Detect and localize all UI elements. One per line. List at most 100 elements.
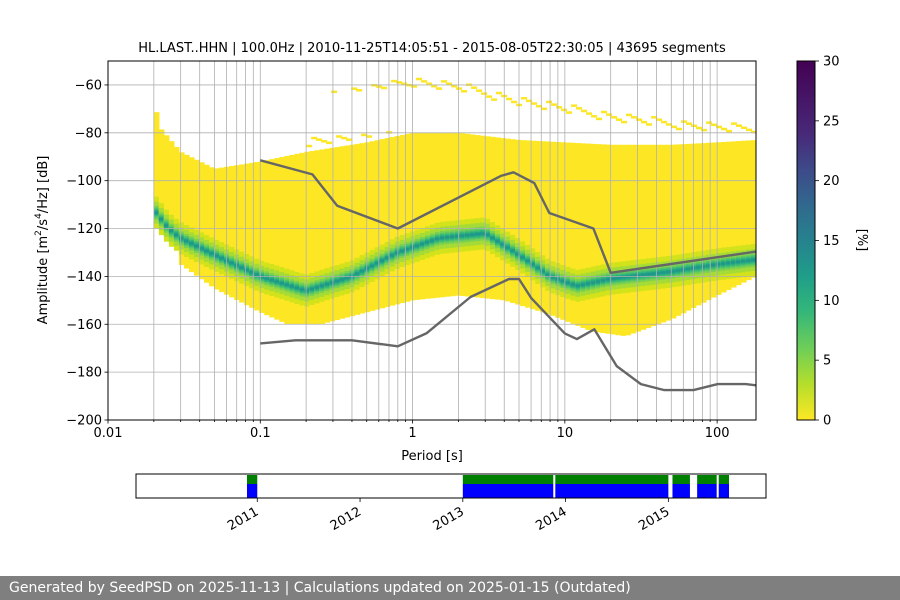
x-tick-label: 0.1 (250, 426, 271, 441)
density-column (284, 155, 290, 325)
density-band (264, 277, 270, 280)
density-speckle (566, 111, 573, 114)
density-column (449, 132, 456, 297)
density-speckle (336, 135, 343, 138)
density-band (730, 261, 737, 264)
y-tick-label: −100 (66, 174, 102, 189)
density-speckle (481, 92, 488, 95)
colorbar-tick-label: 0 (823, 414, 831, 429)
density-band (570, 283, 576, 286)
density-column (279, 157, 285, 322)
density-speckle (716, 125, 723, 129)
density-speckle (316, 138, 323, 141)
density-band (183, 239, 190, 243)
availability-data-segment (462, 484, 554, 498)
availability-processed-segment (462, 475, 554, 484)
density-column (545, 141, 551, 314)
availability-processed-segment (718, 475, 730, 484)
density-band (158, 217, 165, 221)
density-column (735, 141, 742, 286)
density-column (289, 154, 295, 325)
availability-frame (135, 473, 767, 499)
density-column (720, 141, 727, 293)
density-column (750, 140, 756, 278)
density-column (384, 138, 391, 307)
density-column (705, 142, 712, 301)
density-band (364, 267, 371, 270)
y-axis-ticks: −60 −80 −100 −120 −140 −160 −180 −200 (66, 78, 108, 429)
density-speckle (751, 130, 756, 134)
density-column (199, 162, 205, 280)
density-column (204, 164, 210, 283)
grid-lines (107, 61, 756, 421)
density-band (469, 233, 476, 236)
density-speckle (436, 87, 443, 90)
density-band (359, 269, 366, 273)
density-column (715, 142, 722, 295)
density-speckle (381, 86, 388, 90)
density-band (249, 271, 255, 274)
density-column (389, 137, 396, 306)
availability-processed-segment (697, 475, 717, 484)
density-speckle (321, 140, 328, 143)
density-speckle (691, 124, 698, 128)
density-speckle (361, 133, 368, 137)
density-band (319, 284, 326, 288)
y-tick-label: −140 (66, 270, 102, 285)
density-band (304, 289, 310, 292)
availability-year-label: 2014 (533, 504, 569, 534)
density-speckle (666, 123, 673, 126)
density-column (665, 144, 672, 321)
density-column (274, 158, 280, 320)
density-column (700, 143, 707, 303)
density-band (309, 287, 316, 291)
density-column (615, 144, 622, 336)
density-column (464, 133, 471, 297)
density-speckle (461, 90, 468, 93)
footer-text: Generated by SeedPSD on 2025-11-13 | Cal… (9, 580, 631, 596)
density-band (414, 244, 421, 247)
density-band (670, 270, 677, 273)
y-tick-label: −80 (75, 126, 102, 141)
density-speckle (521, 97, 528, 100)
density-band (580, 283, 586, 286)
density-band (520, 256, 526, 259)
density-column (173, 147, 180, 236)
density-speckle (511, 100, 518, 104)
density-column (675, 144, 682, 316)
colorbar-tick-label: 25 (823, 114, 840, 129)
density-speckle (441, 80, 448, 83)
density-speckle (401, 82, 408, 86)
density-band (565, 281, 571, 284)
density-column (605, 144, 612, 334)
density-band (510, 249, 516, 252)
availability-processed-segment (672, 475, 690, 484)
density-column (530, 140, 536, 310)
density-speckle (601, 110, 608, 114)
density-band (334, 279, 341, 283)
density-speckle (311, 136, 318, 140)
colorbar: 0 5 10 15 20 25 30 [%] (796, 55, 869, 429)
density-column (269, 159, 275, 318)
density-band (464, 233, 471, 237)
density-band (384, 256, 391, 260)
density-band (620, 276, 627, 279)
density-speckle (721, 127, 728, 131)
density-column (585, 143, 592, 330)
density-column (188, 157, 195, 273)
density-column (309, 151, 316, 325)
density-column (740, 140, 747, 283)
density-speckle (671, 125, 678, 129)
density-band (710, 263, 717, 267)
density-speckle (451, 84, 458, 88)
density-column (645, 144, 652, 328)
density-band (239, 266, 245, 269)
density-band (485, 233, 491, 236)
density-speckle (496, 91, 503, 95)
density-column (339, 146, 346, 319)
density-band (675, 269, 682, 272)
density-speckle (426, 82, 433, 86)
density-column (725, 141, 732, 290)
colorbar-ticks: 0 5 10 15 20 25 30 (815, 55, 840, 429)
density-speckle (741, 126, 748, 130)
